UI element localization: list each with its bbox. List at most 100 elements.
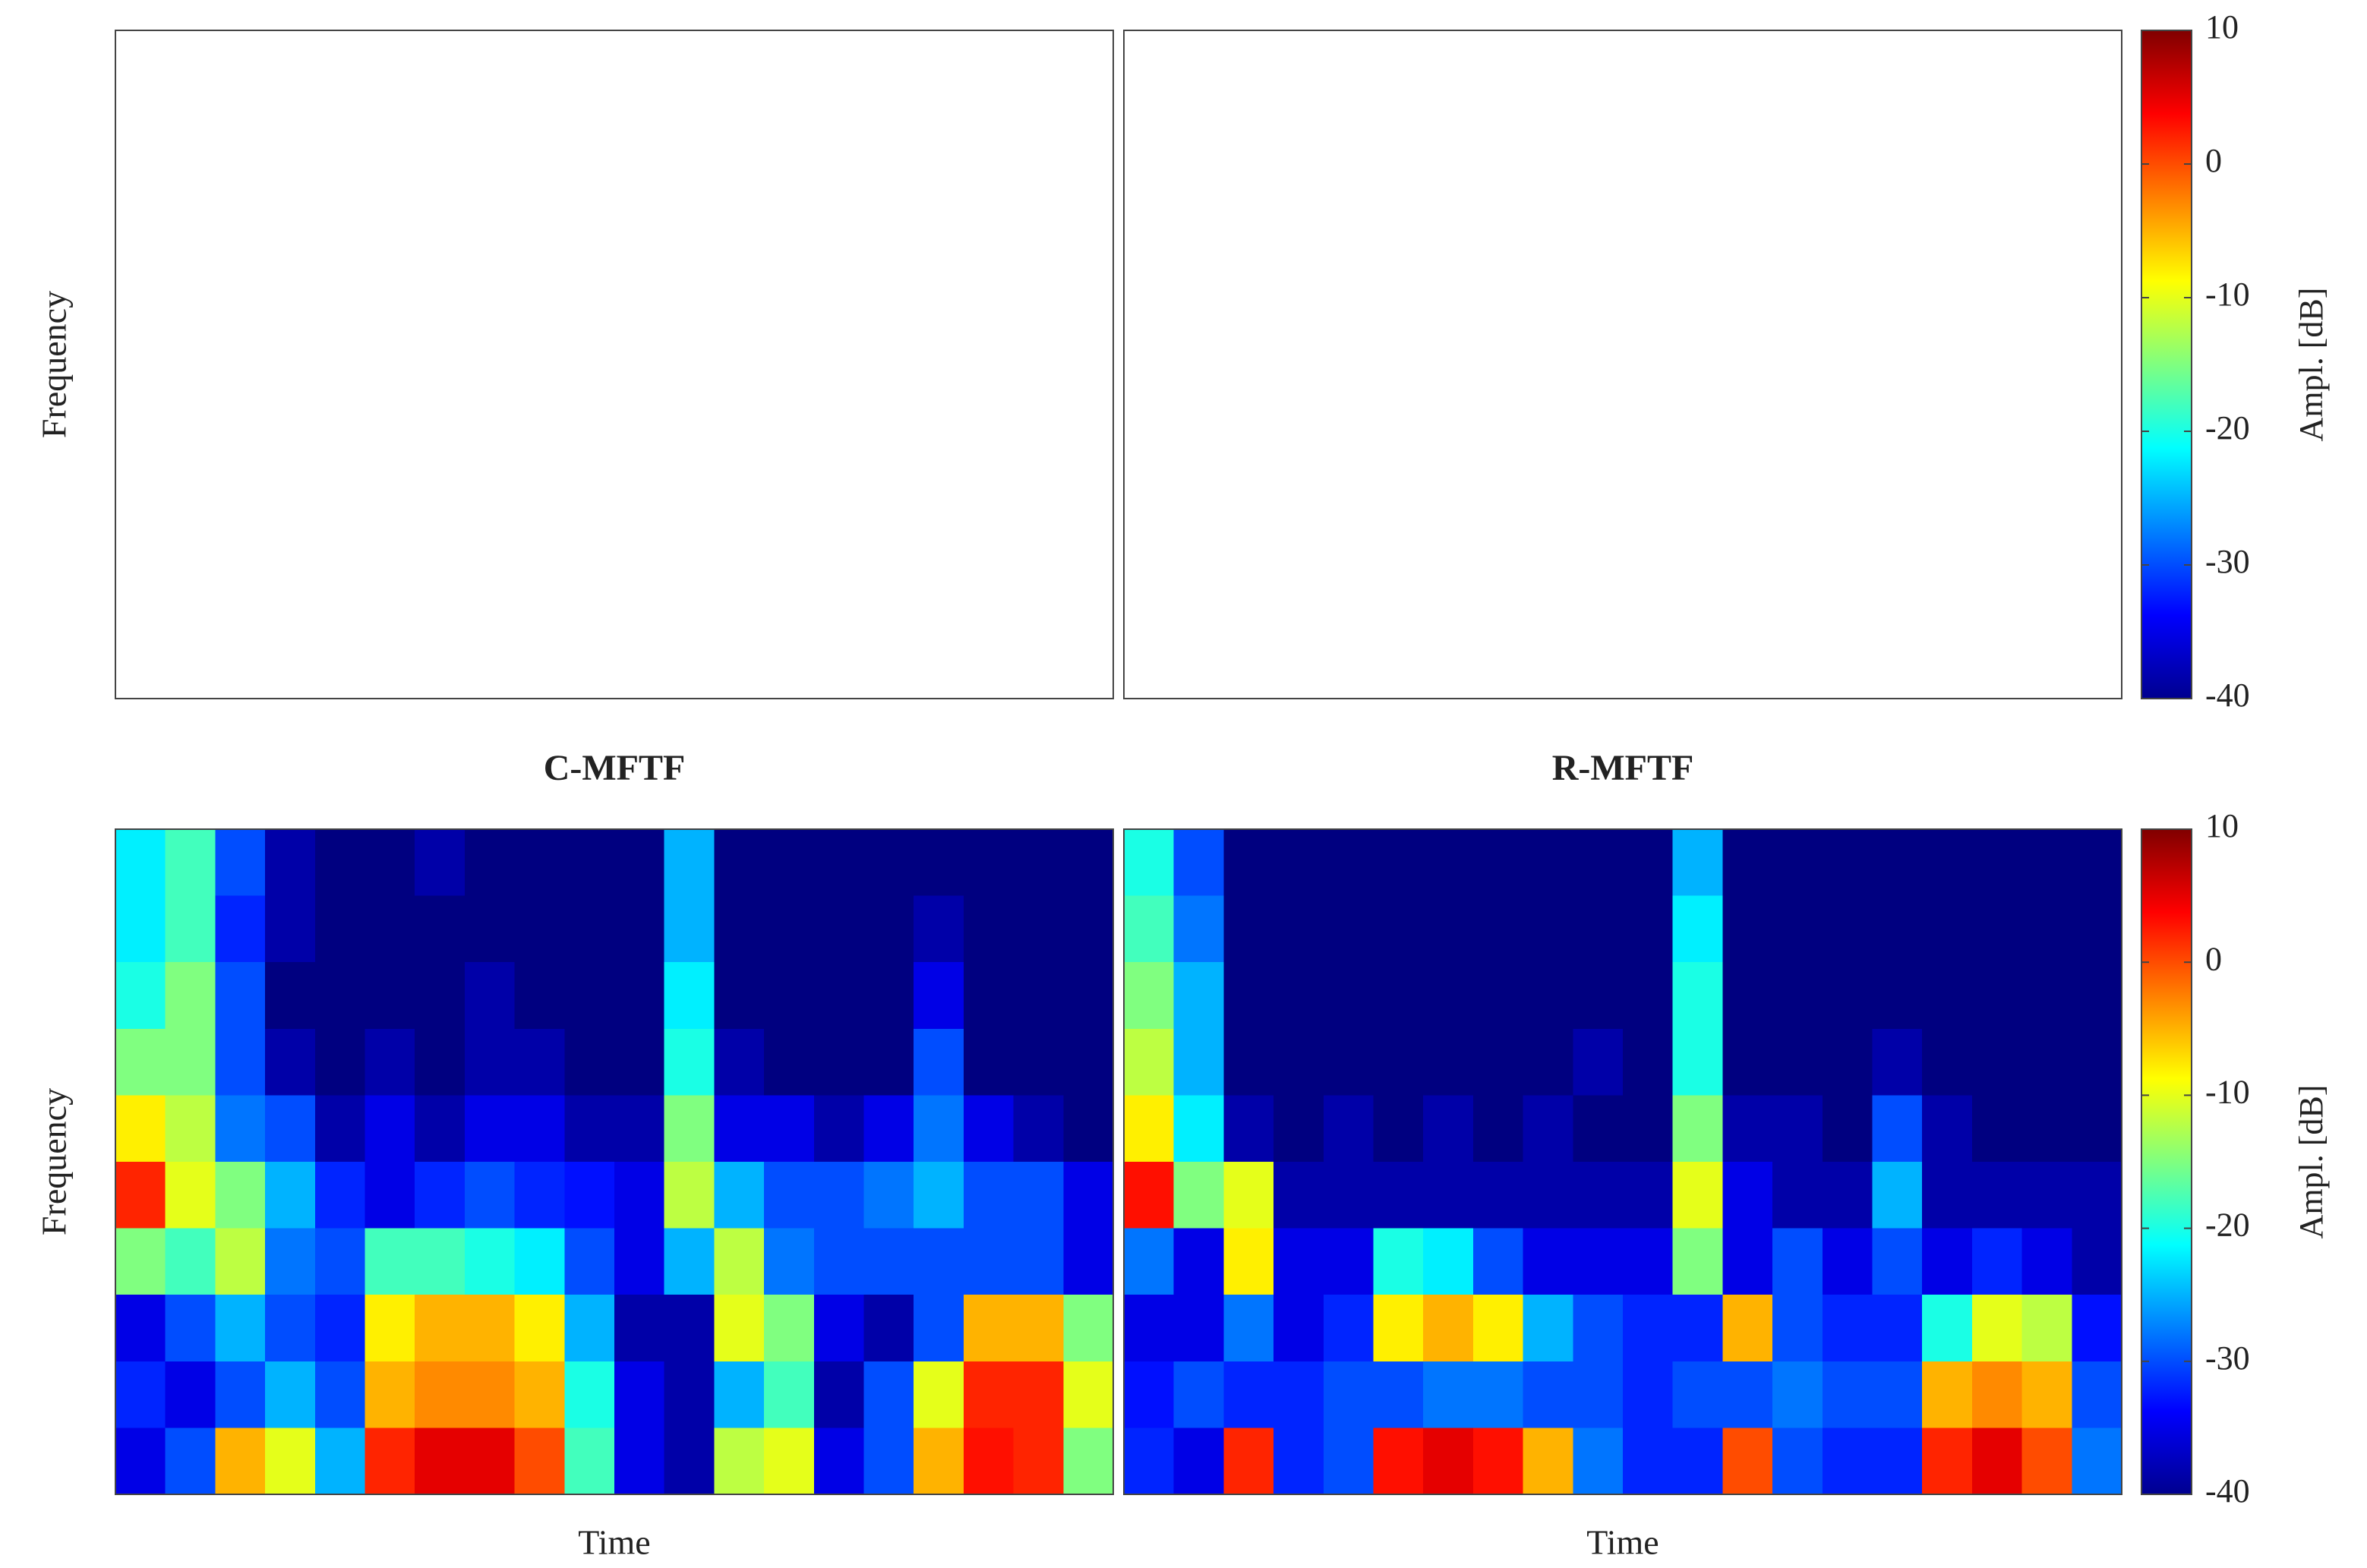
heatmap-cell (714, 1428, 765, 1496)
heatmap-cell (2021, 1095, 2073, 1163)
heatmap-cell (1373, 1428, 1425, 1496)
heatmap-cell (1722, 1095, 1774, 1163)
heatmap-cell (464, 1095, 516, 1163)
heatmap-cell (1124, 1361, 1175, 1429)
heatmap-cell (415, 1295, 466, 1362)
heatmap-cell (1013, 829, 1065, 897)
plot-area (1124, 30, 2122, 699)
heatmap-cell (514, 962, 566, 1030)
heatmap-cell (963, 1162, 1015, 1229)
plot-frame (115, 30, 1114, 699)
heatmap-cell (1373, 829, 1425, 897)
heatmap-cell (614, 1162, 665, 1229)
heatmap-cell (265, 962, 316, 1030)
heatmap-cell (1573, 1095, 1624, 1163)
heatmap-cell (963, 829, 1015, 897)
heatmap-cell (1173, 1095, 1225, 1163)
heatmap-cell (764, 1028, 815, 1096)
heatmap-cell (115, 895, 166, 964)
heatmap-cell (1373, 895, 1425, 964)
heatmap-cell (1013, 1228, 1065, 1296)
heatmap-cell (1063, 1028, 1115, 1096)
heatmap-cell (1573, 829, 1624, 897)
heatmap-cell (1672, 1361, 1724, 1429)
heatmap-cell (1124, 1228, 1175, 1296)
heatmap-cell (914, 1095, 965, 1163)
heatmap-cell (1772, 829, 1823, 897)
heatmap-cell (2072, 1228, 2123, 1296)
heatmap-cell (215, 829, 267, 897)
heatmap-cell (1722, 1361, 1774, 1429)
heatmap-cell (664, 1228, 715, 1296)
heatmap-cell (1822, 895, 1873, 964)
heatmap-cell (1971, 895, 2023, 964)
heatmap-cell (1273, 962, 1324, 1030)
heatmap-cell (1623, 1361, 1674, 1429)
heatmap-cell (464, 1228, 516, 1296)
heatmap-cell (1971, 1361, 2023, 1429)
heatmap-cell (963, 1228, 1015, 1296)
heatmap-cell (1523, 1228, 1574, 1296)
heatmap-cell (813, 1295, 865, 1362)
heatmap-cell (1013, 1162, 1065, 1229)
heatmap-cell (1872, 1295, 1924, 1362)
heatmap-cell (863, 895, 915, 964)
heatmap-cell (165, 1228, 216, 1296)
heatmap-cell (1623, 1428, 1674, 1496)
heatmap-cell (1423, 895, 1475, 964)
heatmap-cell (1971, 962, 2023, 1030)
heatmap-cell (314, 895, 366, 964)
plot-area (115, 30, 1113, 699)
heatmap-cell (1472, 1162, 1524, 1229)
heatmap-cell (1013, 1095, 1065, 1163)
heatmap-cell (314, 1228, 366, 1296)
colorbar (2141, 30, 2192, 699)
heatmap-cell (265, 1428, 316, 1496)
heatmap-cell (1124, 1095, 1175, 1163)
heatmap-cell (1623, 1095, 1674, 1163)
heatmap-cell (1722, 895, 1774, 964)
heatmap-cell (1971, 1028, 2023, 1096)
heatmap-cell (464, 1162, 516, 1229)
heatmap-cell (1373, 1228, 1425, 1296)
heatmap-cell (564, 1162, 616, 1229)
heatmap-cell (1623, 829, 1674, 897)
heatmap-cell (1623, 1162, 1674, 1229)
heatmap-cell (1971, 829, 2023, 897)
heatmap-cell (914, 895, 965, 964)
heatmap-cell (1922, 1228, 1974, 1296)
heatmap-cell (365, 1295, 416, 1362)
heatmap-cell (1822, 1295, 1873, 1362)
heatmap-cell (1573, 1028, 1624, 1096)
heatmap-cell (1472, 1095, 1524, 1163)
heatmap-cell (764, 1228, 815, 1296)
heatmap-cell (1922, 895, 1974, 964)
heatmap-cell (1523, 829, 1574, 897)
heatmap-cell (1822, 1095, 1873, 1163)
heatmap-cell (1223, 895, 1275, 964)
heatmap-cell (115, 962, 166, 1030)
heatmap-cell (165, 895, 216, 964)
heatmap-cell (714, 1295, 765, 1362)
heatmap-cell (664, 895, 715, 964)
heatmap-cell (963, 1295, 1015, 1362)
heatmap-cell (2072, 895, 2123, 964)
heatmap-cell (365, 895, 416, 964)
heatmap-cell (165, 1361, 216, 1429)
colorbar-tick-label: -30 (2205, 1339, 2250, 1377)
heatmap-cell (415, 1162, 466, 1229)
heatmap-cell (1872, 1095, 1924, 1163)
heatmap-cell (664, 1162, 715, 1229)
heatmap-cell (215, 962, 267, 1030)
heatmap-cell (514, 1295, 566, 1362)
heatmap-cell (1672, 829, 1724, 897)
heatmap-cell (1623, 1295, 1674, 1362)
heatmap-cell (1323, 1228, 1374, 1296)
heatmap-cell (1722, 962, 1774, 1030)
heatmap-cell (1423, 962, 1475, 1030)
heatmap-cell (1423, 1361, 1475, 1429)
colorbar-tick-label: -20 (2205, 1207, 2250, 1244)
heatmap-cell (1173, 962, 1225, 1030)
heatmap-cell (165, 1028, 216, 1096)
